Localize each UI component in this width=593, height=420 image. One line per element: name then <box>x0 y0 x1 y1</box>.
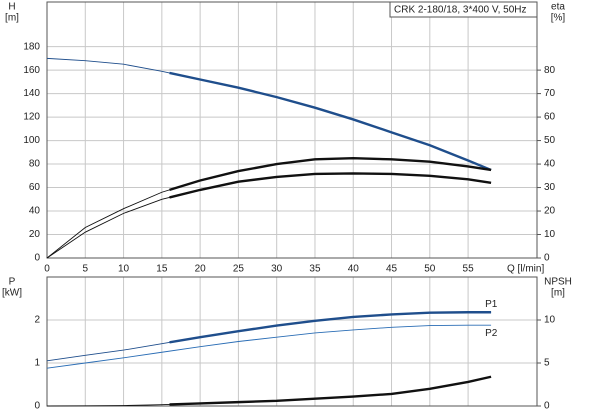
x-tick-label: 10 <box>118 264 130 275</box>
y-tick-label: 0 <box>34 253 40 264</box>
series-label: P1 <box>485 299 498 310</box>
operating-range-curve <box>169 375 492 406</box>
x-tick-label: 30 <box>271 264 283 275</box>
y-tick-label: 180 <box>23 41 40 52</box>
y2-axis-label: NPSH <box>544 277 572 288</box>
y2-axis-label: eta <box>551 2 565 13</box>
curve <box>46 57 492 171</box>
y-tick-label: 0 <box>34 401 40 412</box>
x-tick-label: 35 <box>309 264 321 275</box>
y-tick-label: 160 <box>23 65 40 76</box>
plot-frame <box>46 1 538 259</box>
x-tick-label: 15 <box>156 264 168 275</box>
y-axis-label: [kW] <box>2 288 22 299</box>
y-tick-label: 80 <box>29 159 41 170</box>
operating-range-curve <box>169 156 492 192</box>
x-tick-label: 55 <box>463 264 475 275</box>
y-tick-label: 120 <box>23 112 40 123</box>
x-tick-label: 50 <box>424 264 436 275</box>
curve <box>46 324 492 369</box>
y-tick-label: 40 <box>29 206 41 217</box>
curve <box>46 172 492 259</box>
y-axis-label: [m] <box>5 13 19 24</box>
chart-title: CRK 2-180/18, 3*400 V, 50Hz <box>394 5 527 16</box>
x-tick-label: 20 <box>195 264 207 275</box>
x-tick-label: 0 <box>44 264 50 275</box>
y-tick-label: 2 <box>34 315 40 326</box>
y-tick-label: 1 <box>34 358 40 369</box>
y2-tick-label: 10 <box>544 229 556 240</box>
curve <box>46 157 492 259</box>
y2-tick-label: 50 <box>544 135 556 146</box>
title-box <box>389 1 538 18</box>
y2-tick-label: 0 <box>544 401 550 412</box>
y2-tick-label: 5 <box>544 358 550 369</box>
y2-tick-label: 30 <box>544 182 556 193</box>
y-tick-label: 140 <box>23 88 40 99</box>
y2-tick-label: 20 <box>544 206 556 217</box>
series-label: P2 <box>485 328 498 339</box>
x-tick-label: 45 <box>386 264 398 275</box>
x-tick-label: 25 <box>233 264 245 275</box>
y-tick-label: 20 <box>29 229 41 240</box>
y2-tick-label: 70 <box>544 88 556 99</box>
y-tick-label: 100 <box>23 135 40 146</box>
y2-axis-label: [%] <box>551 13 566 24</box>
operating-range-curve <box>169 311 492 344</box>
y-axis-label: P <box>9 277 16 288</box>
operating-range-curve <box>169 71 492 172</box>
y2-tick-label: 60 <box>544 112 556 123</box>
x-tick-label: 40 <box>348 264 360 275</box>
y-tick-label: 60 <box>29 182 41 193</box>
y2-tick-label: 40 <box>544 159 556 170</box>
y2-tick-label: 10 <box>544 315 556 326</box>
y2-tick-label: 80 <box>544 65 556 76</box>
y2-axis-label: [m] <box>551 288 565 299</box>
y-axis-label: H <box>8 2 15 13</box>
plot-frame <box>46 276 538 407</box>
x-axis-label: Q [l/min] <box>507 264 544 275</box>
x-tick-label: 5 <box>83 264 89 275</box>
operating-range-curve <box>169 172 492 199</box>
y2-tick-label: 0 <box>544 253 550 264</box>
